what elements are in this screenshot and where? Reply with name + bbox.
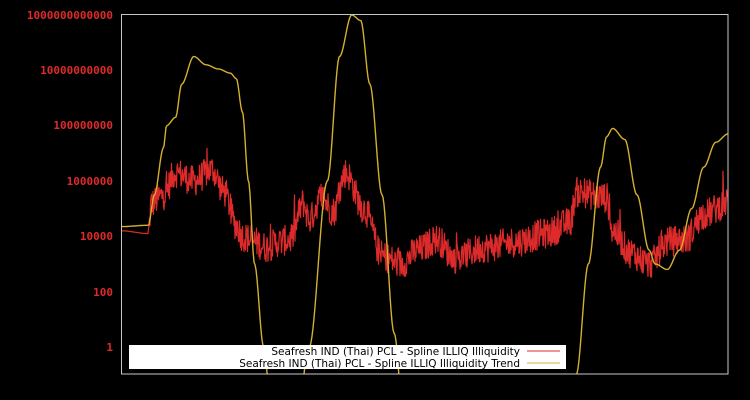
legend-label-trend: Seafresh IND (Thai) PCL - Spline ILLIQ I… bbox=[239, 358, 520, 370]
legend: Seafresh IND (Thai) PCL - Spline ILLIQ I… bbox=[129, 345, 566, 370]
y-tick-label: 1000000000000 bbox=[27, 9, 113, 22]
plot-frame bbox=[121, 14, 729, 375]
y-tick-label: 10000000000 bbox=[40, 64, 113, 77]
y-tick-label: 100 bbox=[93, 286, 113, 299]
y-tick-label: 1 bbox=[106, 341, 113, 354]
legend-box bbox=[129, 345, 566, 369]
y-tick-label: 10000 bbox=[80, 230, 113, 243]
legend-label-series: Seafresh IND (Thai) PCL - Spline ILLIQ I… bbox=[271, 346, 520, 358]
y-tick-label: 1000000 bbox=[67, 175, 113, 188]
plot-area bbox=[121, 14, 728, 374]
illiquidity-trend-line bbox=[121, 14, 728, 374]
y-axis-tick-labels: 1000000000000 10000000000 100000000 1000… bbox=[27, 9, 113, 354]
y-tick-label: 100000000 bbox=[53, 119, 113, 132]
illiquidity-series-line bbox=[121, 147, 728, 278]
